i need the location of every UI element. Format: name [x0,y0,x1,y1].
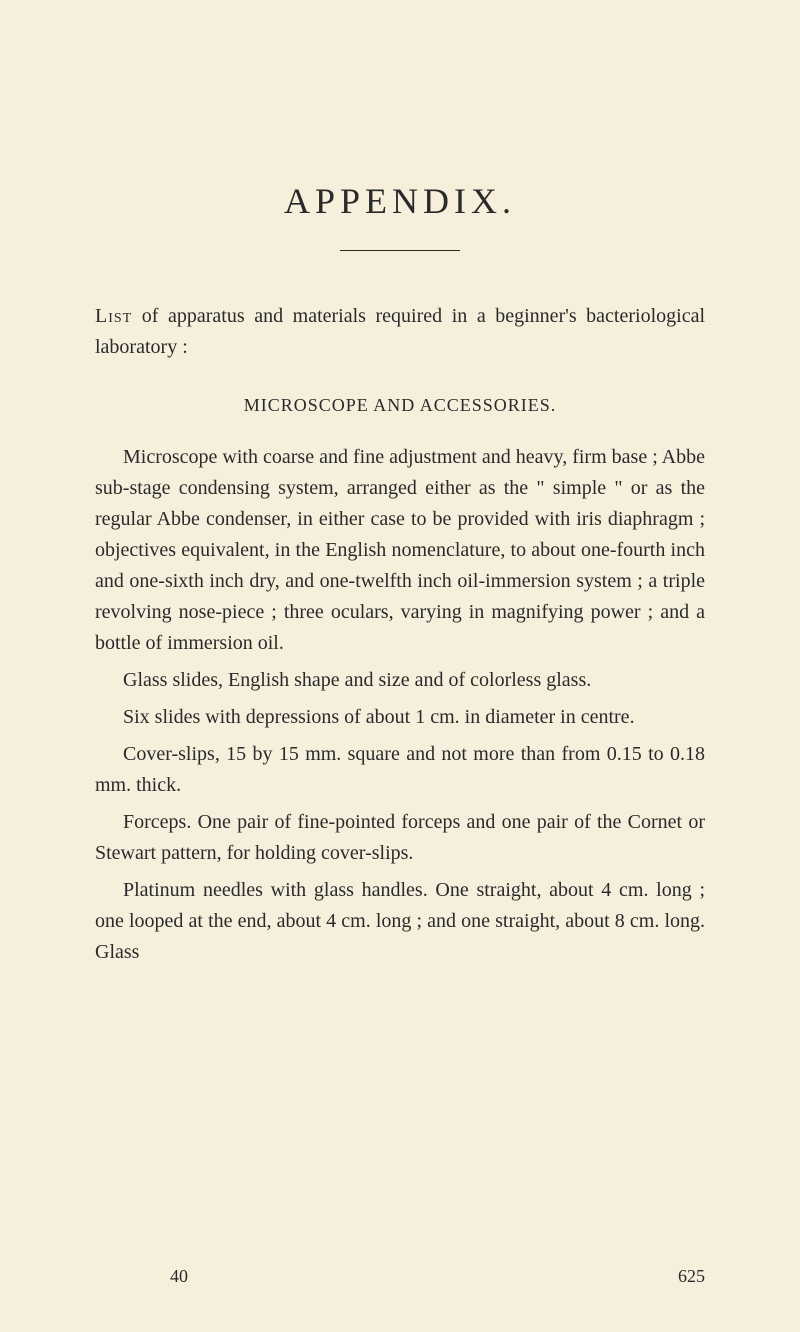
footer-right-number: 625 [678,1266,705,1287]
body-paragraph: Platinum needles with glass handles. One… [95,875,705,968]
section-heading: MICROSCOPE AND ACCESSORIES. [95,395,705,416]
body-paragraph: Six slides with depressions of about 1 c… [95,702,705,733]
title-underline [340,250,460,251]
intro-first-word: List [95,305,132,327]
body-paragraph: Cover-slips, 15 by 15 mm. square and not… [95,739,705,801]
intro-paragraph: List of apparatus and materials required… [95,301,705,363]
footer-left-number: 40 [170,1266,188,1287]
page-title: APPENDIX. [95,180,705,222]
body-paragraph: Forceps. One pair of fine-pointed forcep… [95,807,705,869]
intro-rest: of apparatus and materials required in a… [95,305,705,358]
page-footer: 40 625 [0,1266,800,1287]
body-paragraph: Glass slides, English shape and size and… [95,665,705,696]
body-paragraph: Microscope with coarse and fine adjustme… [95,442,705,659]
